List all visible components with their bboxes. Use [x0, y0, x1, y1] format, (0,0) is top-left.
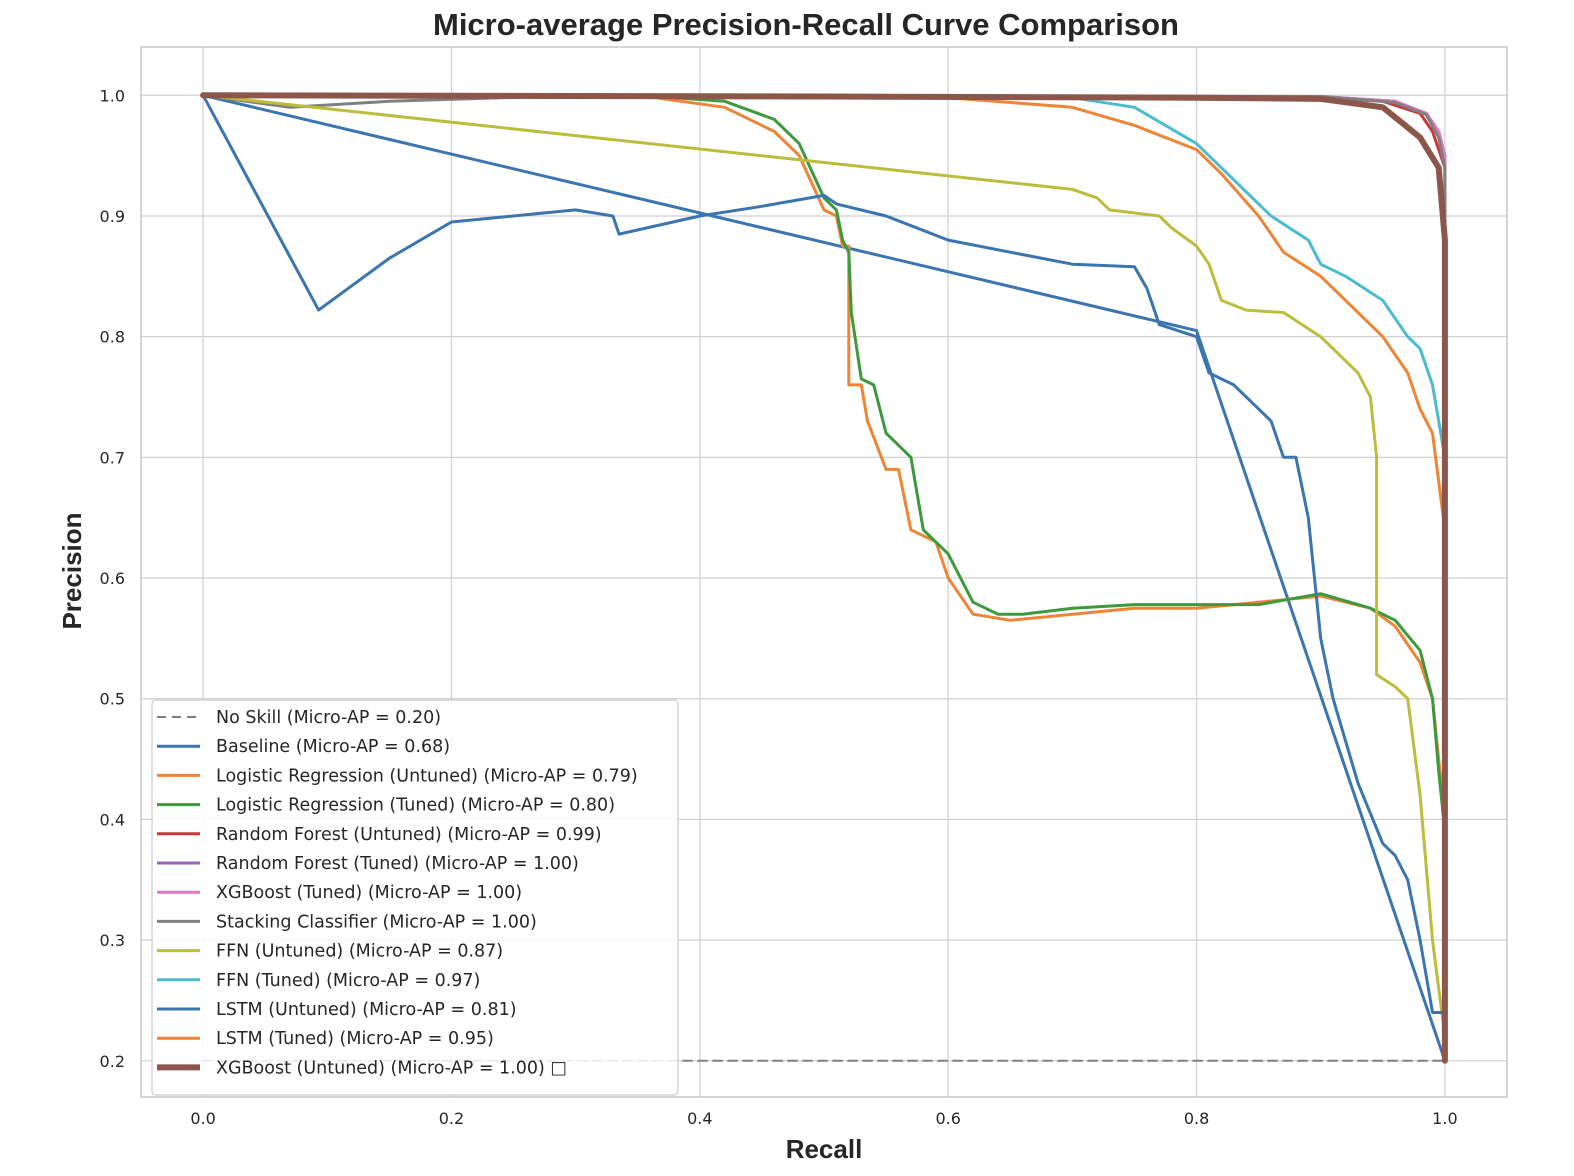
legend-box: [151, 699, 679, 1096]
y-tick-label: 0.8: [100, 328, 125, 347]
y-tick-labels: 0.2 0.3 0.4 0.5 0.6 0.7 0.8 0.9 1.0: [100, 86, 125, 1071]
legend-entry-label: LSTM (Tuned) (Micro-AP = 0.95): [216, 1029, 494, 1049]
series-line: [201, 93, 1447, 833]
y-tick-label: 0.2: [100, 1052, 125, 1071]
y-tick-label: 0.9: [100, 207, 125, 226]
series-lines: [200, 92, 1448, 1064]
series-line: [201, 93, 1447, 532]
x-tick-label: 0.8: [1184, 1109, 1209, 1128]
legend-entry-label: LSTM (Untuned) (Micro-AP = 0.81): [216, 1000, 517, 1020]
plot-frame: [140, 46, 1508, 1098]
legend-entry-label: Logistic Regression (Tuned) (Micro-AP = …: [216, 796, 615, 816]
series-line: [201, 93, 1447, 1063]
series-line: [201, 93, 1447, 1063]
legend-entry-label: Random Forest (Untuned) (Micro-AP = 0.99…: [216, 825, 602, 845]
legend-entry-label: Random Forest (Tuned) (Micro-AP = 1.00): [216, 854, 579, 874]
y-tick-label: 0.6: [100, 569, 125, 588]
legend-entry-label: FFN (Untuned) (Micro-AP = 0.87): [216, 942, 503, 962]
legend-entry-label: Baseline (Micro-AP = 0.68): [216, 737, 450, 757]
x-tick-labels: 0.0 0.2 0.4 0.6 0.8 1.0: [190, 1109, 1457, 1128]
y-tick-label: 1.0: [100, 86, 125, 105]
x-tick-label: 0.4: [687, 1109, 712, 1128]
x-tick-label: 1.0: [1432, 1109, 1457, 1128]
x-tick-label: 0.0: [190, 1109, 215, 1128]
x-tick-label: 0.2: [439, 1109, 464, 1128]
y-axis-label: Precision: [57, 512, 87, 629]
legend-entry-label: XGBoost (Untuned) (Micro-AP = 1.00) □: [216, 1058, 567, 1078]
y-tick-label: 0.7: [100, 448, 125, 467]
y-tick-label: 0.5: [100, 690, 125, 709]
x-axis-label: Recall: [786, 1134, 863, 1164]
series-line: [200, 92, 1448, 1064]
y-tick-label: 0.4: [100, 810, 125, 829]
legend-entry-label: No Skill (Micro-AP = 0.20): [216, 708, 441, 728]
x-tick-label: 0.6: [935, 1109, 960, 1128]
legend: No Skill (Micro-AP = 0.20) Baseline (Micr…: [151, 699, 679, 1096]
legend-entry-label: FFN (Tuned) (Micro-AP = 0.97): [216, 971, 480, 991]
chart-title: Micro-average Precision-Recall Curve Com…: [433, 7, 1179, 42]
legend-entry-label: XGBoost (Tuned) (Micro-AP = 1.00): [216, 883, 522, 903]
series-line: [201, 93, 1447, 1039]
series-line: [201, 93, 1447, 1014]
legend-entry-label: Stacking Classifier (Micro-AP = 1.00): [216, 912, 537, 932]
y-tick-label: 0.3: [100, 931, 125, 950]
legend-entry-label: Logistic Regression (Untuned) (Micro-AP …: [216, 766, 638, 786]
series-line: [201, 93, 1447, 459]
